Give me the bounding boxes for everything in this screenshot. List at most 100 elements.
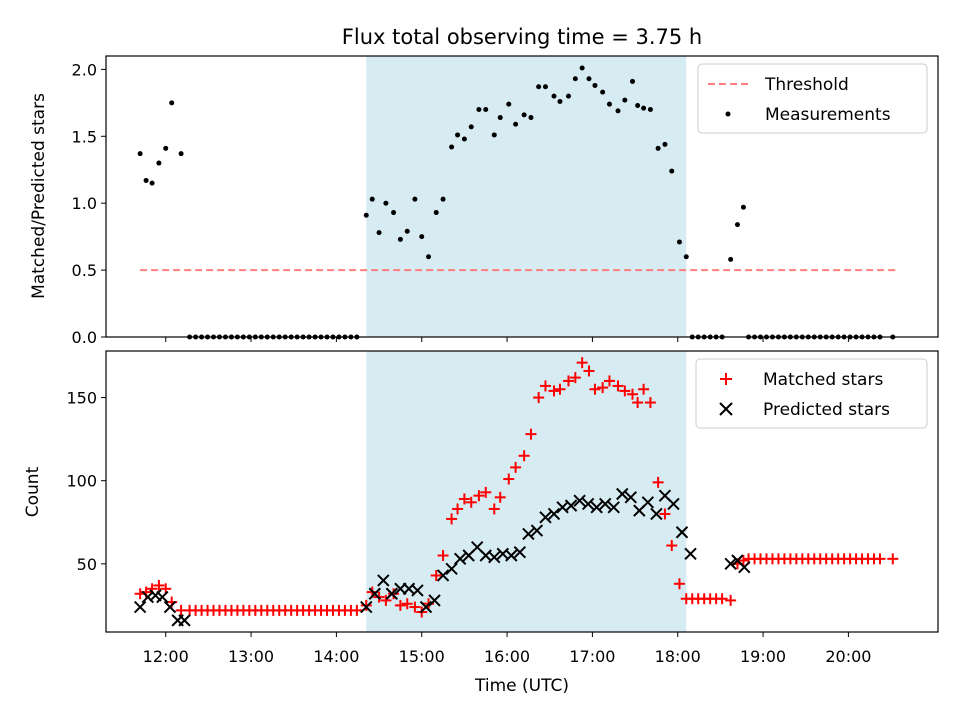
predicted-legend-label: Predicted stars [763, 400, 890, 420]
matched-stars-point [473, 490, 485, 502]
predicted-stars-point [513, 545, 527, 559]
predicted-stars-point [675, 526, 689, 539]
measurements-point [419, 234, 425, 240]
predicted-stars-point [573, 494, 586, 507]
matched-stars-point [394, 599, 406, 611]
matched-stars-point [503, 473, 515, 485]
measurements-legend-swatch [725, 111, 731, 117]
matched-stars-point [351, 604, 363, 616]
top-y-tick-label: 0.5 [72, 261, 97, 280]
matched-stars-point [603, 375, 615, 387]
measurements-point [592, 82, 598, 88]
x-tick-label: 12:00 [143, 647, 189, 666]
matched-stars-point [437, 550, 449, 562]
top-x-ticks [165, 337, 849, 342]
measurements-point [536, 84, 542, 90]
matched-stars-point [874, 553, 886, 565]
matched-stars-point [652, 476, 664, 488]
measurements-point [137, 151, 143, 157]
predicted-stars-point [360, 600, 373, 614]
matched-legend-swatch [720, 373, 732, 385]
predicted-stars-point [156, 590, 169, 604]
measurements-point [376, 230, 382, 236]
matched-stars-point [510, 461, 522, 473]
top-panel-marks [137, 65, 896, 340]
predicted-stars-point [598, 497, 612, 511]
measurements-point [143, 177, 149, 183]
measurements-point [740, 204, 746, 210]
measurements-point [635, 103, 641, 109]
predicted-stars-point [590, 501, 603, 514]
predicted-legend-swatch [719, 402, 733, 416]
measurements-point [683, 254, 689, 260]
measurements-point [169, 100, 175, 106]
matched-stars-point [887, 553, 899, 565]
measurements-point [404, 228, 410, 234]
bottom-panel-frame [105, 350, 939, 633]
matched-stars-point [612, 380, 624, 392]
top-y-tick-label: 1.5 [72, 127, 97, 146]
measurements-point [149, 180, 155, 186]
top-y-tick-label: 0.0 [72, 328, 97, 347]
predicted-stars-point [488, 550, 501, 564]
predicted-stars-point [641, 496, 655, 509]
measurements-point [551, 93, 557, 99]
bottom-panel-marks [133, 357, 899, 627]
matched-stars-point [632, 397, 644, 409]
measurements-point [391, 210, 397, 216]
x-tick-label: 13:00 [228, 647, 274, 666]
measurements-point [449, 144, 455, 150]
matched-stars-point [638, 383, 650, 395]
predicted-stars-point [133, 600, 147, 614]
top-panel: 0.00.51.01.52.0 Matched/Predicted stars … [29, 55, 939, 347]
predicted-stars-point [163, 600, 177, 614]
top-observing-window [366, 56, 687, 337]
x-tick-label: 18:00 [655, 647, 701, 666]
predicted-stars-point [607, 501, 620, 514]
matched-stars-point [576, 357, 588, 369]
matched-stars-point [525, 428, 537, 440]
measurements-point [383, 200, 389, 206]
top-panel-frame [105, 55, 939, 338]
predicted-stars-point [547, 507, 561, 521]
matched-stars-point [666, 540, 678, 552]
measurements-point [433, 210, 439, 216]
measurements-point [521, 112, 527, 118]
measurements-point [586, 76, 592, 82]
predicted-stars-point [178, 614, 191, 627]
measurements-point [156, 160, 162, 166]
measurements-point [397, 236, 403, 242]
matched-stars-point [494, 491, 506, 503]
predicted-stars-point [436, 569, 450, 582]
bottom-legend: Matched stars Predicted stars [695, 358, 928, 429]
predicted-stars-point [419, 600, 433, 614]
measurements-point [647, 107, 653, 113]
bottom-y-axis-label: Count [23, 466, 43, 517]
x-tick-label: 16:00 [484, 647, 530, 666]
predicted-stars-point [667, 497, 680, 511]
matched-stars-point [554, 383, 566, 395]
matched-stars-point [627, 388, 639, 400]
measurements-legend-label: Measurements [765, 105, 891, 125]
matched-stars-point [725, 594, 737, 606]
predicted-stars-point [624, 491, 638, 504]
matched-stars-point [380, 594, 392, 606]
measurements-point [542, 84, 548, 90]
measurements-point [579, 65, 585, 71]
matched-stars-point [480, 486, 492, 498]
matched-stars-point [569, 372, 581, 384]
measurements-point [369, 196, 375, 202]
matched-stars-point [488, 503, 500, 515]
x-tick-label: 19:00 [740, 647, 786, 666]
bottom-legend-box [695, 358, 928, 429]
predicted-stars-point [724, 557, 737, 571]
predicted-stars-point [428, 594, 441, 607]
predicted-stars-point [505, 549, 518, 562]
measurements-point [497, 115, 503, 121]
top-legend-box [697, 63, 928, 134]
measurements-point [572, 76, 578, 82]
matched-stars-point [716, 593, 728, 605]
measurements-point [669, 168, 675, 174]
measurements-point [491, 132, 497, 138]
matched-stars-point [518, 450, 530, 462]
